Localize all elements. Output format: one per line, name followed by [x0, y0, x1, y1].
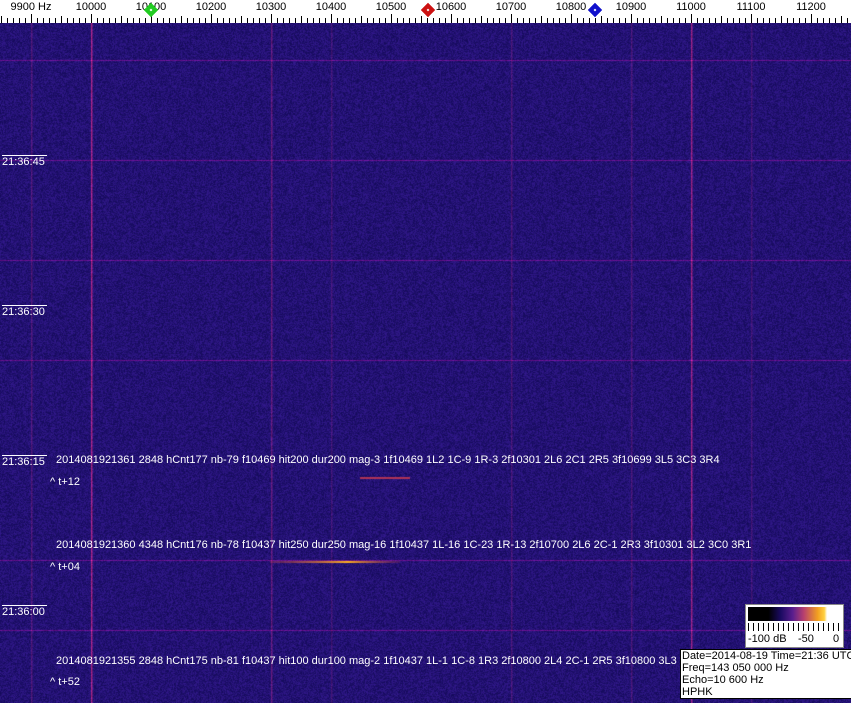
freq-label: 11100	[737, 1, 766, 13]
ruler-tick	[631, 14, 632, 23]
freq-label: 11200	[796, 1, 826, 13]
color-scale-legend: -100 dB -50 0	[745, 604, 844, 648]
color-scale-ticks	[748, 623, 841, 631]
ruler-tick	[451, 14, 452, 23]
ruler-tick	[751, 14, 752, 23]
ruler-tick	[361, 16, 362, 23]
ruler-tick	[391, 14, 392, 23]
info-station: HPHK	[682, 686, 851, 698]
ruler-tick	[691, 14, 692, 23]
detection-offset: ^ t+12	[50, 476, 80, 488]
detection-line: 2014081921361 2848 hCnt177 nb-79 f10469 …	[56, 454, 720, 466]
freq-label: 10000	[76, 1, 107, 13]
detection-line: 2014081921355 2848 hCnt175 nb-81 f10437 …	[56, 655, 694, 667]
time-label: 21:36:00	[2, 605, 47, 618]
red-marker[interactable]	[421, 3, 435, 17]
blue-marker[interactable]	[588, 3, 602, 17]
ruler-tick	[481, 16, 482, 23]
ruler-tick	[91, 14, 92, 23]
freq-label: 11000	[676, 1, 706, 13]
ruler-tick	[331, 14, 332, 23]
detection-offset: ^ t+04	[50, 561, 80, 573]
ruler-tick	[811, 14, 812, 23]
freq-label: 10200	[196, 1, 227, 13]
freq-label: 10300	[256, 1, 287, 13]
freq-label: 10600	[436, 1, 467, 13]
ruler-tick	[781, 16, 782, 23]
freq-label: 10700	[496, 1, 527, 13]
ruler-tick	[241, 16, 242, 23]
spectrogram-window: 9900 Hz 10000101001020010300104001050010…	[0, 0, 851, 703]
freq-unit-label: 9900 Hz	[11, 1, 52, 13]
time-label: 21:36:15	[2, 455, 47, 468]
ruler-tick	[661, 16, 662, 23]
ruler-tick	[121, 16, 122, 23]
freq-label: 10400	[316, 1, 347, 13]
waterfall-display[interactable]	[0, 23, 851, 703]
scale-label-max: 0	[833, 633, 839, 645]
info-date-time: Date=2014-08-19 Time=21:36 UTC	[682, 650, 851, 662]
ruler-tick	[421, 16, 422, 23]
ruler-tick	[181, 16, 182, 23]
scale-label-mid: -50	[798, 633, 814, 645]
ruler-tick	[271, 14, 272, 23]
frequency-ruler[interactable]: 9900 Hz 10000101001020010300104001050010…	[0, 0, 851, 23]
scale-label-min: -100 dB	[748, 633, 787, 645]
ruler-tick	[1, 16, 2, 23]
freq-label: 10900	[616, 1, 647, 13]
time-label: 21:36:45	[2, 155, 47, 168]
freq-label: 10800	[556, 1, 587, 13]
ruler-tick	[571, 14, 572, 23]
ruler-tick	[841, 16, 842, 23]
ruler-tick	[601, 16, 602, 23]
ruler-tick	[211, 14, 212, 23]
ruler-tick	[61, 16, 62, 23]
time-label: 21:36:30	[2, 305, 47, 318]
freq-label: 10500	[376, 1, 407, 13]
ruler-tick	[301, 16, 302, 23]
ruler-tick	[511, 14, 512, 23]
ruler-tick	[541, 16, 542, 23]
detection-offset: ^ t+52	[50, 676, 80, 688]
ruler-tick	[31, 14, 32, 23]
info-echo: Echo=10 600 Hz	[682, 674, 851, 686]
info-frequency: Freq=143 050 000 Hz	[682, 662, 851, 674]
detection-line: 2014081921360 4348 hCnt176 nb-78 f10437 …	[56, 539, 751, 551]
info-box: Date=2014-08-19 Time=21:36 UTC Freq=143 …	[680, 649, 851, 699]
color-scale-bar	[748, 607, 841, 621]
ruler-tick	[721, 16, 722, 23]
